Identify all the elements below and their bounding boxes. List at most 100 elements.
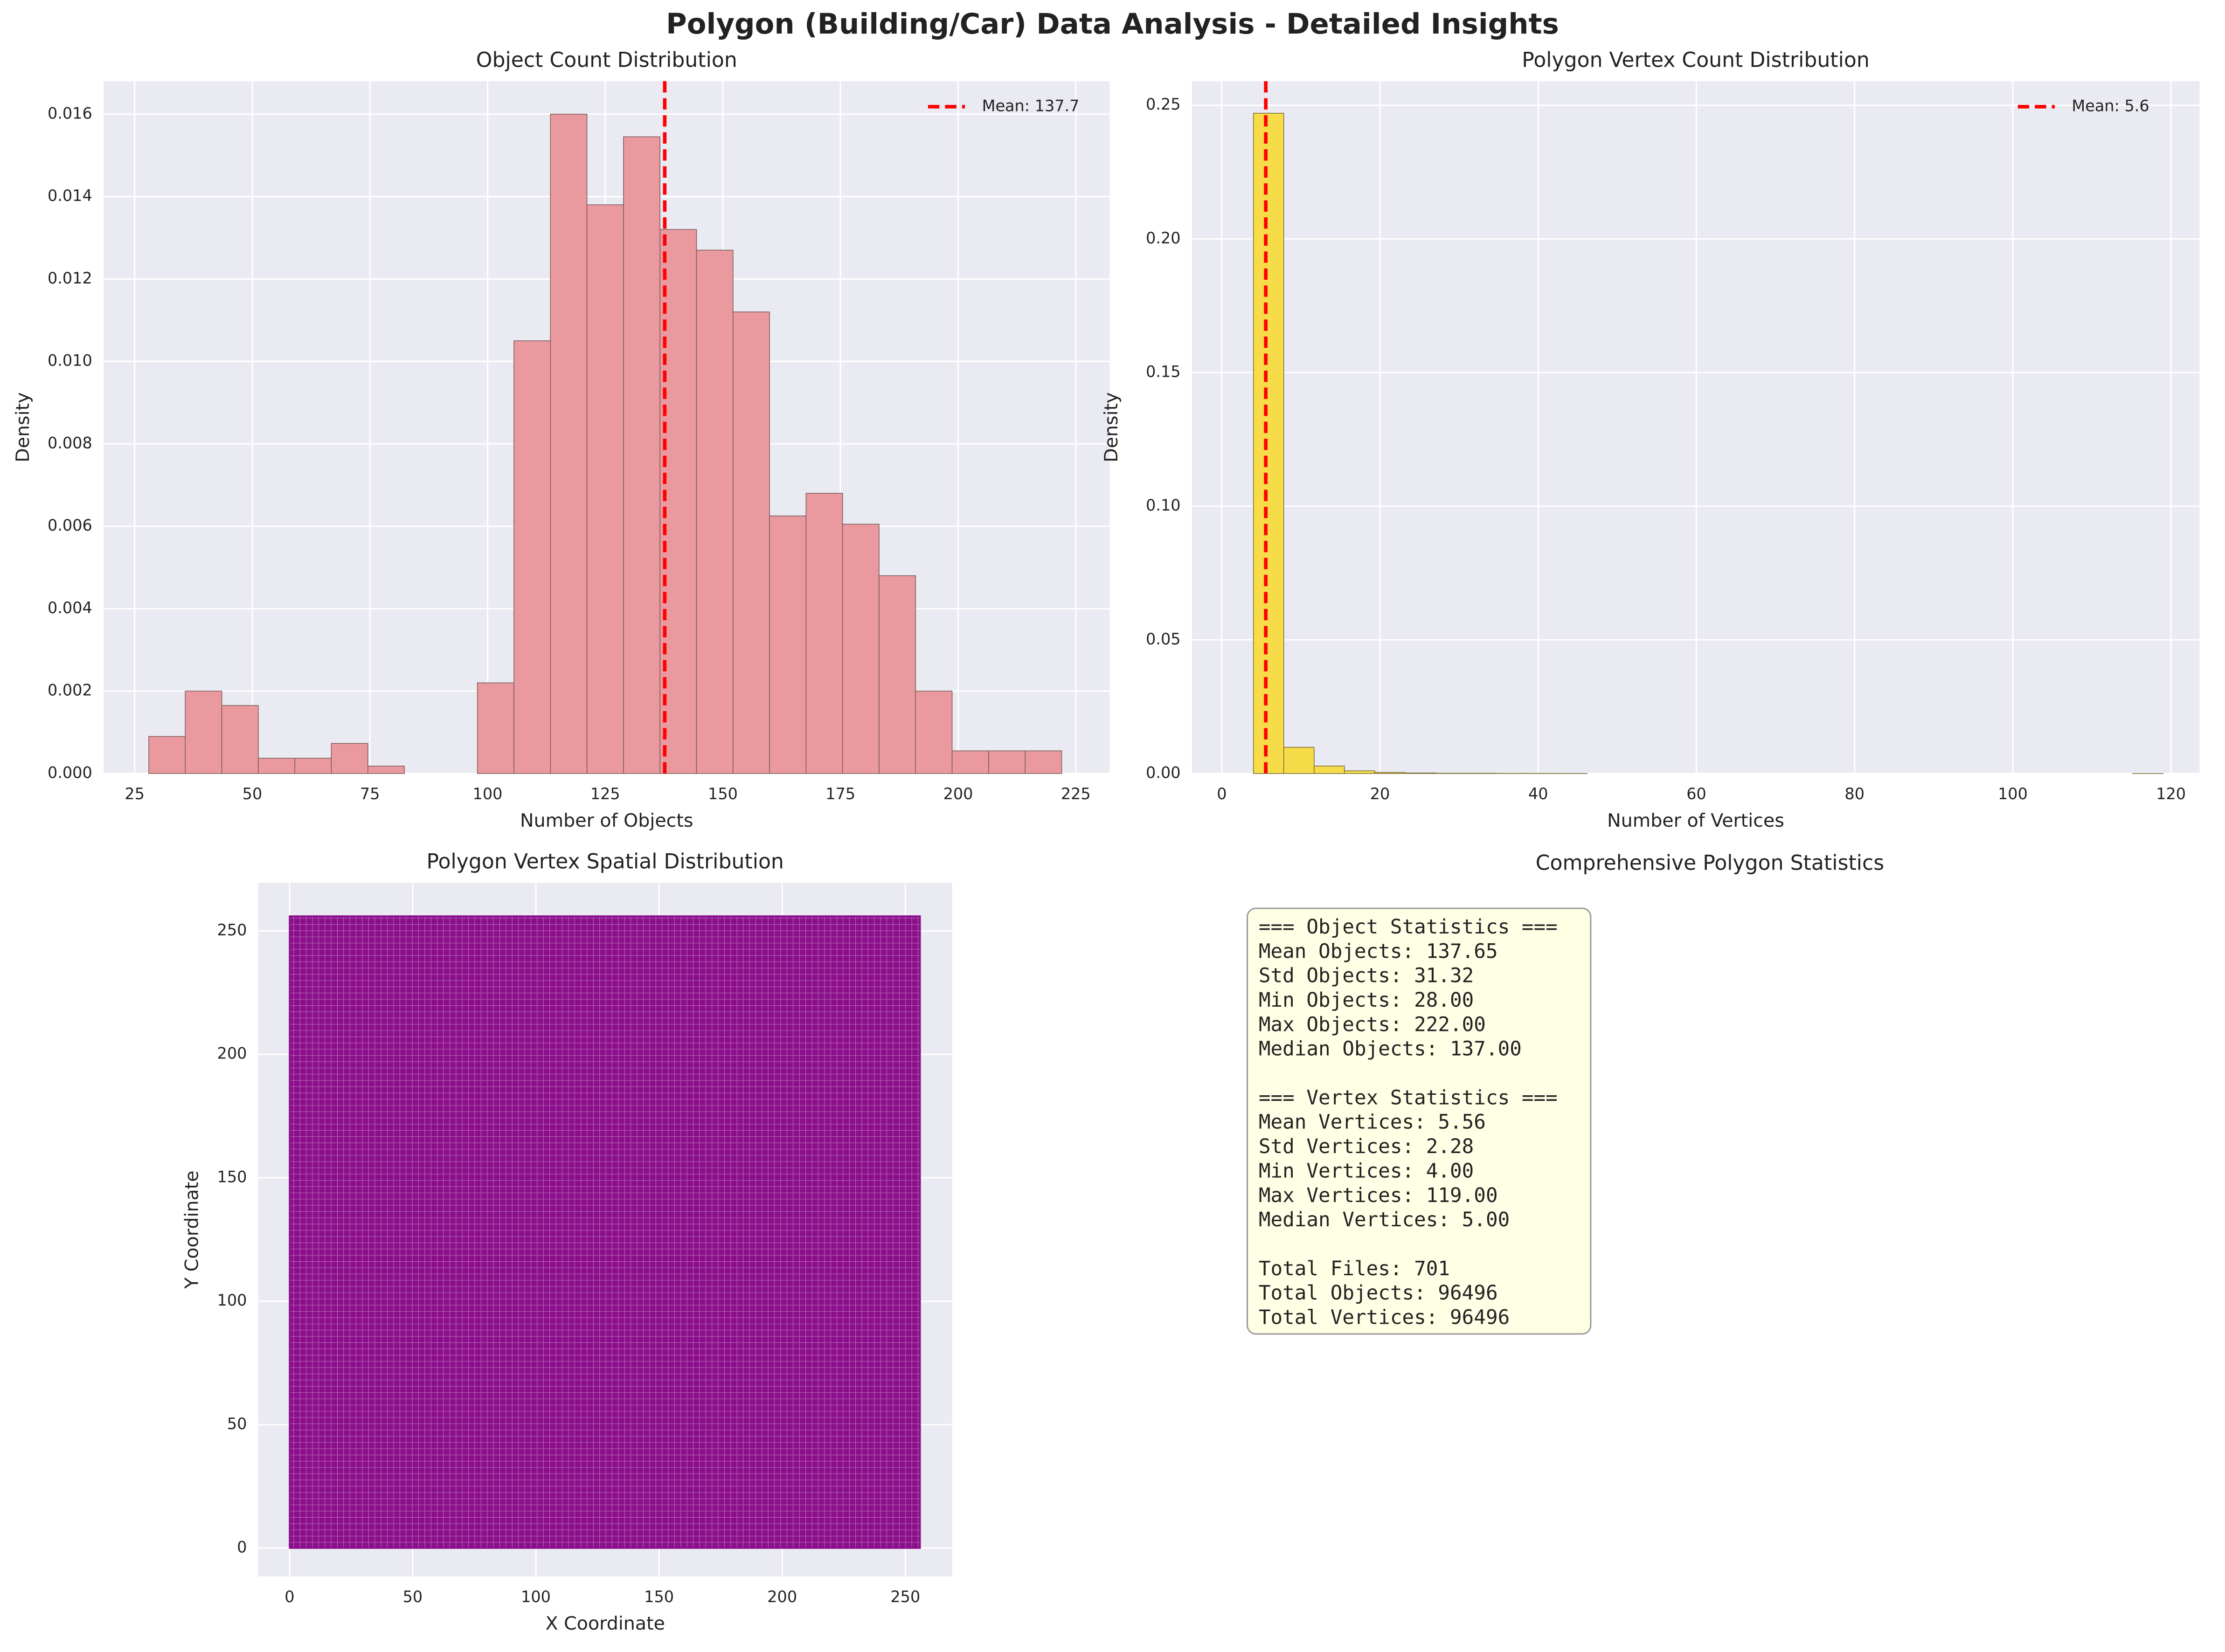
stats-line: Total Objects: 96496 bbox=[1259, 1281, 1498, 1305]
stats-line: Min Vertices: 4.00 bbox=[1259, 1159, 1474, 1182]
x-tick-label: 50 bbox=[403, 1588, 423, 1606]
bar bbox=[842, 524, 880, 774]
bar bbox=[879, 575, 916, 774]
y-axis-label: Y Coordinate bbox=[181, 1170, 202, 1289]
x-tick-label: 20 bbox=[1370, 785, 1390, 803]
bar bbox=[258, 758, 295, 774]
x-tick-label: 125 bbox=[590, 785, 620, 803]
bar bbox=[915, 691, 953, 774]
point-cloud bbox=[289, 915, 921, 1549]
x-tick-label: 225 bbox=[1061, 785, 1091, 803]
y-tick-label: 0.008 bbox=[48, 434, 92, 452]
stats-line: Std Vertices: 2.28 bbox=[1259, 1135, 1474, 1158]
x-tick-label: 50 bbox=[243, 785, 263, 803]
x-tick-label: 100 bbox=[473, 785, 503, 803]
x-tick-label: 100 bbox=[1998, 785, 2028, 803]
bar bbox=[696, 249, 734, 774]
x-tick-label: 75 bbox=[360, 785, 380, 803]
bar bbox=[550, 114, 588, 774]
bar bbox=[148, 736, 186, 774]
y-tick-label: 0.016 bbox=[48, 104, 92, 122]
y-tick-label: 0.004 bbox=[48, 599, 92, 617]
stats-line: Std Objects: 31.32 bbox=[1259, 964, 1474, 988]
bar bbox=[586, 204, 624, 774]
y-tick-label: 0.006 bbox=[48, 516, 92, 534]
bar bbox=[1253, 113, 1284, 774]
bar bbox=[185, 691, 222, 774]
y-tick-label: 250 bbox=[217, 921, 247, 939]
stats-line: === Vertex Statistics === bbox=[1259, 1086, 1558, 1109]
stats-line: Mean Vertices: 5.56 bbox=[1259, 1111, 1486, 1134]
x-axis-label: Number of Vertices bbox=[1607, 810, 1784, 831]
y-tick-label: 0 bbox=[237, 1538, 247, 1556]
x-tick-label: 0 bbox=[284, 1588, 294, 1606]
x-tick-label: 25 bbox=[125, 785, 145, 803]
stats-line: === Object Statistics === bbox=[1259, 915, 1558, 939]
y-tick-label: 0.014 bbox=[48, 187, 92, 205]
x-tick-label: 150 bbox=[644, 1588, 674, 1606]
stats-line: Median Objects: 137.00 bbox=[1259, 1037, 1522, 1061]
stats-line: Total Vertices: 96496 bbox=[1259, 1306, 1510, 1329]
y-tick-label: 0.002 bbox=[48, 681, 92, 699]
figure-title: Polygon (Building/Car) Data Analysis - D… bbox=[666, 8, 1559, 41]
bar bbox=[623, 136, 660, 774]
y-axis-label: Density bbox=[1101, 392, 1122, 462]
y-tick-label: 200 bbox=[217, 1044, 247, 1063]
legend-label: Mean: 5.6 bbox=[2072, 97, 2149, 115]
x-tick-label: 100 bbox=[521, 1588, 551, 1606]
bar bbox=[1283, 747, 1315, 774]
x-tick-label: 80 bbox=[1844, 785, 1865, 803]
legend-label: Mean: 137.7 bbox=[982, 97, 1080, 115]
bar bbox=[1465, 773, 1497, 774]
y-tick-label: 0.15 bbox=[1146, 362, 1181, 380]
stats-line: Max Vertices: 119.00 bbox=[1259, 1184, 1498, 1207]
bar bbox=[477, 682, 514, 774]
bar bbox=[805, 493, 843, 774]
x-tick-label: 120 bbox=[2156, 785, 2186, 803]
chart-title: Comprehensive Polygon Statistics bbox=[1536, 851, 1885, 875]
x-tick-label: 0 bbox=[1217, 785, 1227, 803]
y-tick-label: 0.012 bbox=[48, 269, 92, 287]
x-tick-label: 200 bbox=[943, 785, 973, 803]
x-tick-label: 200 bbox=[767, 1588, 797, 1606]
bar bbox=[1314, 766, 1345, 774]
y-tick-label: 0.05 bbox=[1146, 630, 1181, 648]
stats-line: Median Vertices: 5.00 bbox=[1259, 1208, 1510, 1231]
y-tick-label: 0.10 bbox=[1146, 496, 1181, 514]
bar bbox=[1025, 750, 1062, 774]
bar bbox=[769, 515, 807, 774]
bar bbox=[1435, 773, 1466, 774]
y-tick-label: 0.00 bbox=[1146, 763, 1181, 781]
bar bbox=[294, 758, 332, 774]
stats-line: Mean Objects: 137.65 bbox=[1259, 940, 1498, 963]
y-tick-label: 100 bbox=[217, 1291, 247, 1309]
bar bbox=[1344, 770, 1375, 774]
y-tick-label: 0.010 bbox=[48, 352, 92, 370]
y-tick-label: 0.25 bbox=[1146, 95, 1181, 113]
x-axis-label: X Coordinate bbox=[545, 1613, 665, 1634]
x-tick-label: 60 bbox=[1686, 785, 1706, 803]
y-tick-label: 50 bbox=[227, 1415, 247, 1433]
bar bbox=[367, 766, 405, 774]
bar bbox=[513, 340, 551, 774]
y-axis-label: Density bbox=[12, 392, 34, 462]
x-tick-label: 40 bbox=[1528, 785, 1548, 803]
bar bbox=[988, 750, 1026, 774]
x-tick-label: 175 bbox=[825, 785, 855, 803]
stats-line: Min Objects: 28.00 bbox=[1259, 988, 1474, 1012]
stats-box bbox=[1247, 907, 1592, 1335]
x-tick-label: 250 bbox=[890, 1588, 920, 1606]
bar bbox=[1374, 772, 1406, 774]
bar bbox=[1405, 773, 1436, 774]
y-tick-label: 0.000 bbox=[48, 763, 92, 781]
y-tick-label: 150 bbox=[217, 1168, 247, 1186]
x-axis-label: Number of Objects bbox=[520, 810, 693, 831]
chart-title: Polygon Vertex Spatial Distribution bbox=[427, 850, 784, 874]
bar bbox=[733, 311, 770, 774]
chart-title: Polygon Vertex Count Distribution bbox=[1522, 48, 1870, 72]
bar bbox=[951, 750, 989, 774]
y-tick-label: 0.20 bbox=[1146, 229, 1181, 247]
stats-line: Max Objects: 222.00 bbox=[1259, 1013, 1486, 1036]
